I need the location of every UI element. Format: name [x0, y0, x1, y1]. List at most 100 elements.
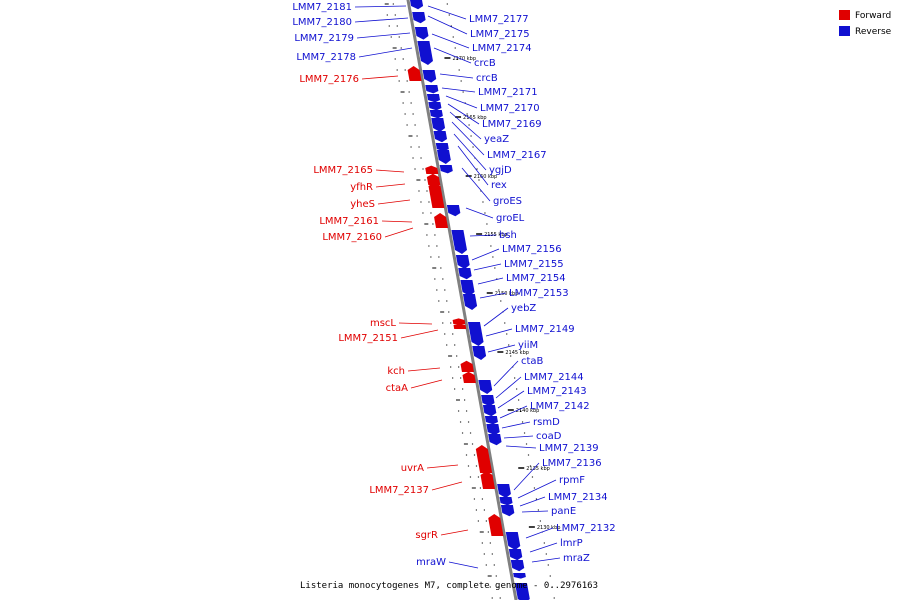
- gene-label-forward-2[interactable]: LMM7_2165: [313, 165, 373, 176]
- reverse-gene-32[interactable]: [505, 532, 521, 546]
- reverse-gene-19[interactable]: [460, 280, 475, 292]
- gene-label-reverse-31[interactable]: rpmF: [559, 475, 585, 486]
- gene-label-reverse-32[interactable]: LMM7_2134: [548, 492, 608, 503]
- reverse-gene-25[interactable]: [482, 405, 497, 413]
- forward-gene-7[interactable]: [453, 325, 467, 329]
- gene-label-reverse-left-1[interactable]: LMM7_2181: [292, 2, 352, 13]
- reverse-gene-11[interactable]: [433, 131, 448, 139]
- forward-gene-9[interactable]: [462, 375, 476, 383]
- gene-label-reverse-23[interactable]: ctaB: [521, 356, 544, 367]
- gene-label-reverse-27[interactable]: rsmD: [533, 417, 560, 428]
- forward-gene-8[interactable]: [460, 364, 474, 372]
- gene-label-reverse-35[interactable]: lmrP: [560, 538, 583, 549]
- reverse-gene-2[interactable]: [412, 12, 426, 20]
- reverse-gene-4[interactable]: [417, 41, 433, 61]
- gene-label-forward-4[interactable]: yheS: [350, 199, 375, 210]
- gene-label-reverse-8[interactable]: LMM7_2169: [482, 119, 542, 130]
- reverse-gene-21[interactable]: [467, 322, 484, 342]
- reverse-gene-20[interactable]: [462, 294, 478, 306]
- reverse-gene-35[interactable]: [513, 573, 526, 577]
- gene-label-reverse-18[interactable]: LMM7_2154: [506, 273, 566, 284]
- reverse-gene-14[interactable]: [439, 165, 453, 171]
- gene-label-reverse-33[interactable]: panE: [551, 506, 576, 517]
- reverse-gene-15[interactable]: [446, 205, 461, 213]
- gene-label-reverse-28[interactable]: coaD: [536, 431, 562, 442]
- reverse-gene-26[interactable]: [484, 416, 498, 422]
- gene-label-forward-8[interactable]: LMM7_2151: [338, 333, 398, 344]
- gene-label-reverse-30[interactable]: LMM7_2136: [542, 458, 602, 469]
- forward-gene-5[interactable]: [434, 217, 449, 228]
- gene-label-reverse-5[interactable]: crcB: [476, 73, 498, 84]
- gene-label-reverse-21[interactable]: LMM7_2149: [515, 324, 575, 335]
- gene-label-reverse-10[interactable]: LMM7_2167: [487, 150, 547, 161]
- reverse-gene-36[interactable]: [514, 583, 530, 599]
- reverse-gene-27[interactable]: [486, 424, 500, 432]
- reverse-gene-9[interactable]: [429, 110, 443, 116]
- gene-label-reverse-14[interactable]: groEL: [496, 213, 525, 224]
- gene-label-reverse-34[interactable]: LMM7_2132: [556, 523, 616, 534]
- reverse-gene-31[interactable]: [500, 505, 515, 513]
- gene-label-reverse-12[interactable]: rex: [491, 180, 507, 191]
- gene-label-reverse-36[interactable]: mraZ: [563, 553, 590, 564]
- reverse-gene-34[interactable]: [510, 560, 525, 568]
- reverse-gene-12[interactable]: [435, 143, 449, 149]
- forward-gene-6[interactable]: [452, 320, 466, 324]
- reverse-gene-33[interactable]: [508, 549, 523, 557]
- forward-gene-2[interactable]: [425, 168, 439, 174]
- gene-label-reverse-19[interactable]: LMM7_2153: [509, 288, 569, 299]
- gene-label-reverse-1[interactable]: LMM7_2177: [469, 14, 529, 25]
- gene-label-reverse-3[interactable]: LMM7_2174: [472, 43, 532, 54]
- reverse-gene-23[interactable]: [478, 380, 493, 390]
- reverse-gene-7[interactable]: [426, 94, 440, 100]
- forward-gene-12[interactable]: [488, 518, 504, 536]
- gene-label-forward-3[interactable]: yfhR: [350, 182, 373, 193]
- gene-label-reverse-left-3[interactable]: LMM7_2179: [294, 33, 354, 44]
- reverse-gene-13[interactable]: [437, 150, 451, 160]
- gene-label-forward-13[interactable]: sgrR: [415, 530, 438, 541]
- reverse-gene-22[interactable]: [472, 346, 487, 356]
- gene-label-reverse-24[interactable]: LMM7_2144: [524, 372, 584, 383]
- reverse-gene-29[interactable]: [497, 484, 511, 494]
- reverse-gene-6[interactable]: [425, 85, 439, 91]
- gene-label-reverse-20[interactable]: yebZ: [511, 303, 536, 314]
- gene-label-reverse-17[interactable]: LMM7_2155: [504, 259, 564, 270]
- gene-label-forward-7[interactable]: mscL: [370, 318, 396, 329]
- gene-label-reverse-left-4[interactable]: LMM7_2178: [296, 52, 356, 63]
- reverse-gene-8[interactable]: [428, 102, 442, 108]
- gene-label-reverse-2[interactable]: LMM7_2175: [470, 29, 530, 40]
- gene-label-reverse-7[interactable]: LMM7_2170: [480, 103, 540, 114]
- forward-gene-3[interactable]: [426, 177, 441, 185]
- gene-label-reverse-left-2[interactable]: LMM7_2180: [292, 17, 352, 28]
- forward-gene-11[interactable]: [480, 475, 496, 489]
- reverse-gene-17[interactable]: [455, 255, 470, 265]
- reverse-gene-24[interactable]: [481, 395, 495, 403]
- reverse-gene-1[interactable]: [410, 0, 424, 6]
- gene-label-reverse-11[interactable]: ygjD: [489, 165, 512, 176]
- reverse-gene-30[interactable]: [499, 497, 513, 503]
- reverse-gene-10[interactable]: [431, 118, 446, 128]
- gene-label-reverse-9[interactable]: yeaZ: [484, 134, 509, 145]
- gene-label-reverse-left-5[interactable]: mraW: [416, 557, 446, 568]
- gene-label-forward-6[interactable]: LMM7_2160: [322, 232, 382, 243]
- gene-label-reverse-16[interactable]: LMM7_2156: [502, 244, 562, 255]
- gene-label-reverse-26[interactable]: LMM7_2142: [530, 401, 590, 412]
- reverse-gene-28[interactable]: [488, 434, 502, 442]
- forward-gene-4[interactable]: [428, 186, 445, 208]
- reverse-gene-5[interactable]: [422, 70, 437, 79]
- reverse-gene-3[interactable]: [414, 27, 429, 36]
- gene-label-forward-1[interactable]: LMM7_2176: [299, 74, 359, 85]
- gene-label-reverse-29[interactable]: LMM7_2139: [539, 443, 599, 454]
- gene-label-forward-9[interactable]: kch: [387, 366, 405, 377]
- gene-label-reverse-22[interactable]: yiiM: [518, 340, 538, 351]
- forward-gene-1[interactable]: [407, 70, 422, 81]
- gene-label-forward-12[interactable]: LMM7_2137: [369, 485, 429, 496]
- forward-gene-10[interactable]: [475, 449, 493, 473]
- gene-label-reverse-15[interactable]: bsh: [499, 230, 517, 241]
- gene-label-reverse-25[interactable]: LMM7_2143: [527, 386, 587, 397]
- reverse-gene-16[interactable]: [451, 230, 467, 250]
- gene-label-forward-10[interactable]: ctaA: [386, 383, 409, 394]
- gene-label-reverse-6[interactable]: LMM7_2171: [478, 87, 538, 98]
- gene-label-forward-5[interactable]: LMM7_2161: [319, 216, 379, 227]
- reverse-gene-18[interactable]: [458, 268, 472, 276]
- gene-label-reverse-13[interactable]: groES: [493, 196, 522, 207]
